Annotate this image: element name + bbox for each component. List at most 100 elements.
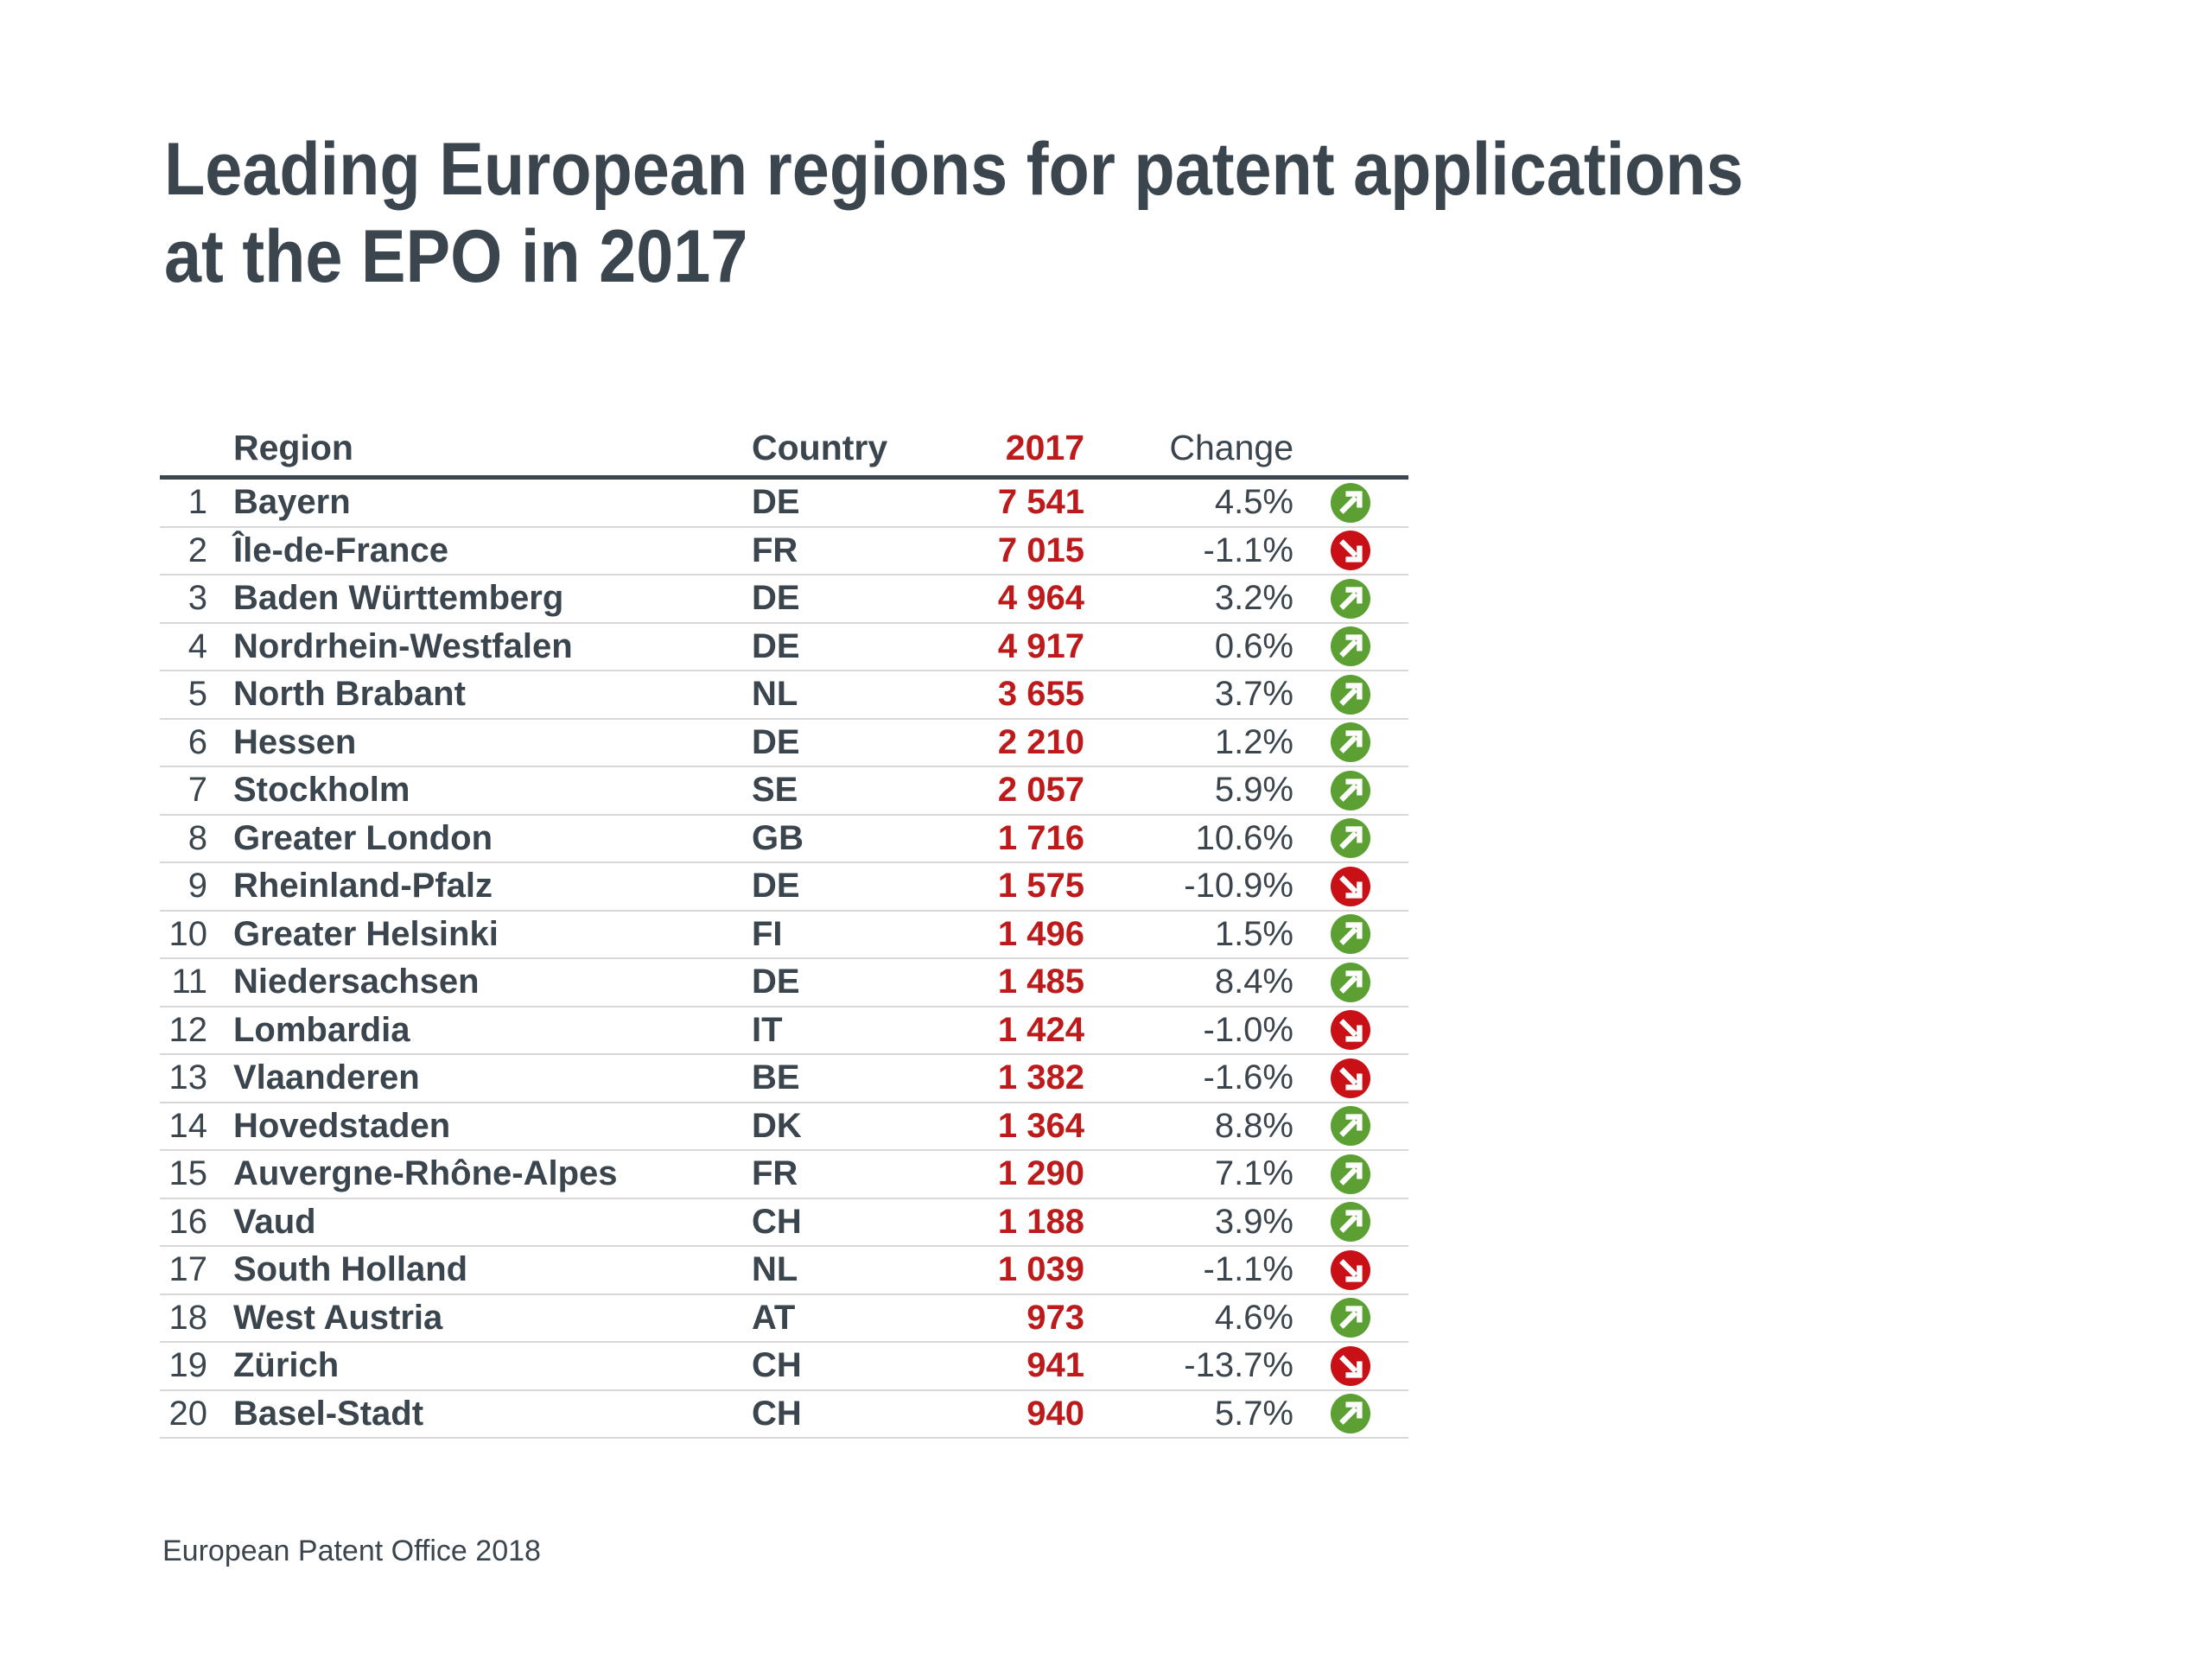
region-cell: Greater London <box>233 818 493 857</box>
col-header-2017: 2017 <box>1005 428 1084 467</box>
applications-2017-cell: 1 290 <box>997 1154 1084 1193</box>
region-cell: Hessen <box>233 722 357 761</box>
table-row: 20 Basel-Stadt CH 940 5.7% <box>160 1391 1408 1439</box>
rank-cell: 20 <box>168 1394 208 1433</box>
trend-down-icon <box>1331 1058 1370 1098</box>
trend-down-icon <box>1331 1249 1370 1290</box>
rank-cell: 3 <box>188 579 207 618</box>
change-cell: 8.8% <box>1214 1106 1294 1145</box>
table-row: 1 Bayern DE 7 541 4.5% <box>160 480 1408 528</box>
country-cell: NL <box>752 675 798 714</box>
applications-2017-cell: 1 382 <box>997 1058 1084 1097</box>
change-cell: -1.0% <box>1203 1010 1294 1049</box>
country-cell: CH <box>752 1394 802 1433</box>
trend-cell <box>1294 1058 1408 1098</box>
table-row: 17 South Holland NL 1 039 -1.1% <box>160 1247 1408 1295</box>
change-cell: -10.9% <box>1184 867 1294 906</box>
applications-2017-cell: 2 057 <box>997 771 1084 810</box>
table-row: 13 Vlaanderen BE 1 382 -1.6% <box>160 1055 1408 1103</box>
table-row: 14 Hovedstaden DK 1 364 8.8% <box>160 1103 1408 1151</box>
table-row: 16 Vaud CH 1 188 3.9% <box>160 1199 1408 1247</box>
page-title-line1: Leading European regions for patent appl… <box>164 128 1744 211</box>
trend-down-icon <box>1331 1010 1370 1051</box>
change-cell: 4.5% <box>1214 483 1294 522</box>
applications-2017-cell: 1 496 <box>997 914 1084 953</box>
trend-cell <box>1294 1298 1408 1338</box>
col-header-change: Change <box>1169 428 1294 467</box>
applications-2017-cell: 1 188 <box>997 1202 1084 1241</box>
change-cell: 1.2% <box>1214 722 1294 761</box>
rank-cell: 4 <box>188 626 207 665</box>
applications-2017-cell: 973 <box>1027 1298 1084 1337</box>
table-header-row: Region Country 2017 Change <box>160 420 1408 480</box>
rank-cell: 18 <box>168 1298 208 1337</box>
trend-cell <box>1294 578 1408 619</box>
page-title: Leading European regions for patent appl… <box>164 126 1744 301</box>
trend-cell <box>1294 674 1408 715</box>
trend-cell <box>1294 482 1408 523</box>
trend-up-icon <box>1331 818 1370 859</box>
rank-cell: 17 <box>168 1250 208 1289</box>
change-cell: 3.2% <box>1214 579 1294 618</box>
change-cell: 5.9% <box>1214 771 1294 810</box>
table-body: 1 Bayern DE 7 541 4.5% 2 Île-de-France F… <box>160 480 1408 1439</box>
country-cell: FR <box>752 1154 798 1193</box>
table-row: 9 Rheinland-Pfalz DE 1 575 -10.9% <box>160 863 1408 912</box>
patent-applications-table: Region Country 2017 Change 1 Bayern DE 7… <box>160 420 1408 1439</box>
rank-cell: 9 <box>188 867 207 906</box>
table-row: 12 Lombardia IT 1 424 -1.0% <box>160 1007 1408 1055</box>
table-row: 18 West Austria AT 973 4.6% <box>160 1295 1408 1343</box>
trend-down-icon <box>1331 1345 1370 1386</box>
col-header-region: Region <box>233 428 353 467</box>
country-cell: FI <box>752 914 783 953</box>
applications-2017-cell: 1 039 <box>997 1250 1084 1289</box>
table-row: 8 Greater London GB 1 716 10.6% <box>160 816 1408 863</box>
region-cell: Rheinland-Pfalz <box>233 867 493 906</box>
table-row: 4 Nordrhein-Westfalen DE 4 917 0.6% <box>160 624 1408 671</box>
trend-cell <box>1294 1202 1408 1243</box>
change-cell: 10.6% <box>1195 818 1294 857</box>
rank-cell: 19 <box>168 1346 208 1385</box>
region-cell: West Austria <box>233 1298 443 1337</box>
trend-up-icon <box>1331 770 1370 810</box>
rank-cell: 5 <box>188 675 207 714</box>
trend-up-icon <box>1331 1106 1370 1147</box>
change-cell: -1.1% <box>1203 531 1294 569</box>
applications-2017-cell: 1 485 <box>997 963 1084 1001</box>
rank-cell: 14 <box>168 1106 208 1145</box>
region-cell: Auvergne-Rhône-Alpes <box>233 1154 618 1193</box>
country-cell: DE <box>752 867 800 906</box>
trend-cell <box>1294 1249 1408 1290</box>
country-cell: DE <box>752 722 800 761</box>
trend-cell <box>1294 1345 1408 1386</box>
trend-up-icon <box>1331 626 1370 667</box>
applications-2017-cell: 4 917 <box>997 626 1084 665</box>
trend-cell <box>1294 1154 1408 1194</box>
trend-cell <box>1294 1394 1408 1434</box>
applications-2017-cell: 1 424 <box>997 1010 1084 1049</box>
table-row: 10 Greater Helsinki FI 1 496 1.5% <box>160 912 1408 959</box>
trend-cell <box>1294 962 1408 1002</box>
page-title-line2: at the EPO in 2017 <box>164 215 748 298</box>
table-row: 6 Hessen DE 2 210 1.2% <box>160 720 1408 767</box>
region-cell: South Holland <box>233 1250 468 1289</box>
country-cell: DK <box>752 1106 802 1145</box>
rank-cell: 7 <box>188 771 207 810</box>
applications-2017-cell: 3 655 <box>997 675 1084 714</box>
table-row: 2 Île-de-France FR 7 015 -1.1% <box>160 528 1408 575</box>
trend-cell <box>1294 770 1408 810</box>
rank-cell: 11 <box>171 963 207 1001</box>
trend-up-icon <box>1331 914 1370 955</box>
country-cell: SE <box>752 771 798 810</box>
applications-2017-cell: 7 541 <box>997 483 1084 522</box>
region-cell: Lombardia <box>233 1010 410 1049</box>
region-cell: Niedersachsen <box>233 963 480 1001</box>
trend-up-icon <box>1331 578 1370 619</box>
region-cell: Zürich <box>233 1346 340 1385</box>
country-cell: BE <box>752 1058 800 1097</box>
trend-down-icon <box>1331 866 1370 906</box>
trend-up-icon <box>1331 1202 1370 1243</box>
table-row: 3 Baden Württemberg DE 4 964 3.2% <box>160 575 1408 624</box>
region-cell: Greater Helsinki <box>233 914 499 953</box>
table-row: 15 Auvergne-Rhône-Alpes FR 1 290 7.1% <box>160 1151 1408 1199</box>
